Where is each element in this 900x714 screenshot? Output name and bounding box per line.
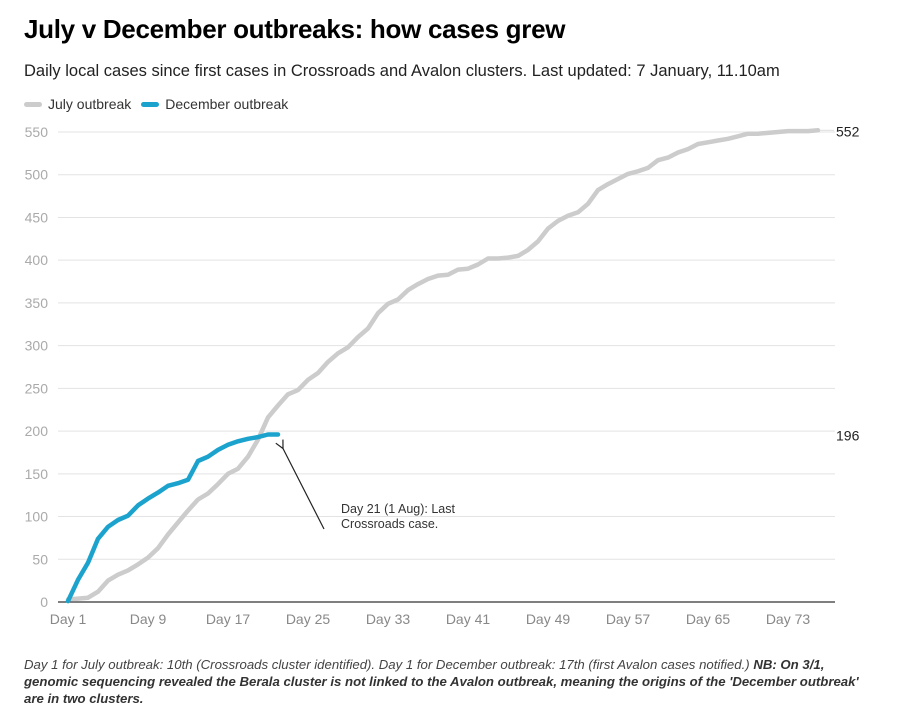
y-tick-label: 550 — [25, 124, 49, 140]
x-tick-label: Day 41 — [446, 611, 491, 627]
legend-item-july[interactable]: July outbreak — [24, 96, 131, 112]
y-tick-label: 150 — [25, 466, 49, 482]
annotation-text-line1: Day 21 (1 Aug): Last — [341, 502, 455, 516]
footnote-note-bold: NB: On 3/1, genomic sequencing revealed … — [24, 657, 859, 706]
y-tick-label: 250 — [25, 380, 49, 396]
series-lines — [65, 128, 821, 604]
annotation-text-line2: Crossroads case. — [341, 517, 438, 531]
x-tick-label: Day 17 — [206, 611, 251, 627]
series-line-december-outbreak[interactable] — [65, 432, 281, 604]
end-label-july-outbreak: 552 — [836, 123, 860, 139]
y-axis: 0 50 100 150 200 250 300 350 400 450 500 550 — [25, 124, 835, 610]
y-tick-label: 300 — [25, 338, 49, 354]
end-labels: 552 196 — [820, 123, 860, 444]
y-tick-label: 0 — [40, 594, 48, 610]
series-line-july-outbreak[interactable] — [65, 128, 821, 602]
chart-subtitle: Daily local cases since first cases in C… — [24, 62, 780, 80]
x-tick-label: Day 33 — [366, 611, 411, 627]
x-tick-label: Day 65 — [686, 611, 731, 627]
annotation-arrow — [283, 449, 325, 530]
x-tick-label: Day 25 — [286, 611, 331, 627]
y-tick-label: 200 — [25, 423, 49, 439]
x-axis: Day 1 Day 9 Day 17 Day 25 Day 33 Day 41 Day 49… — [50, 611, 811, 627]
x-tick-label: Day 1 — [50, 611, 87, 627]
end-label-december-outbreak: 196 — [836, 428, 860, 444]
y-tick-label: 350 — [25, 295, 49, 311]
x-tick-label: Day 9 — [130, 611, 167, 627]
annotation: Day 21 (1 Aug): Last Crossroads case. — [283, 449, 455, 531]
legend: July outbreak December outbreak — [24, 96, 298, 112]
gridlines — [58, 131, 835, 560]
x-tick-label: Day 57 — [606, 611, 651, 627]
legend-swatch-july — [24, 101, 42, 107]
y-tick-label: 100 — [25, 509, 49, 525]
footnote-text: Day 1 for July outbreak: 10th (Crossroad… — [24, 657, 754, 672]
legend-label-december: December outbreak — [165, 96, 289, 112]
x-tick-label: Day 73 — [766, 611, 811, 627]
y-tick-label: 500 — [25, 167, 49, 183]
footnote: Day 1 for July outbreak: 10th (Crossroad… — [24, 656, 874, 707]
y-tick-label: 450 — [25, 209, 49, 225]
y-tick-label: 50 — [32, 551, 48, 567]
legend-item-december[interactable]: December outbreak — [141, 96, 288, 112]
chart-title: July v December outbreaks: how cases gre… — [24, 14, 566, 44]
y-tick-label: 400 — [25, 252, 49, 268]
legend-label-july: July outbreak — [48, 96, 132, 112]
legend-swatch-december — [141, 101, 160, 107]
x-tick-label: Day 49 — [526, 611, 571, 627]
